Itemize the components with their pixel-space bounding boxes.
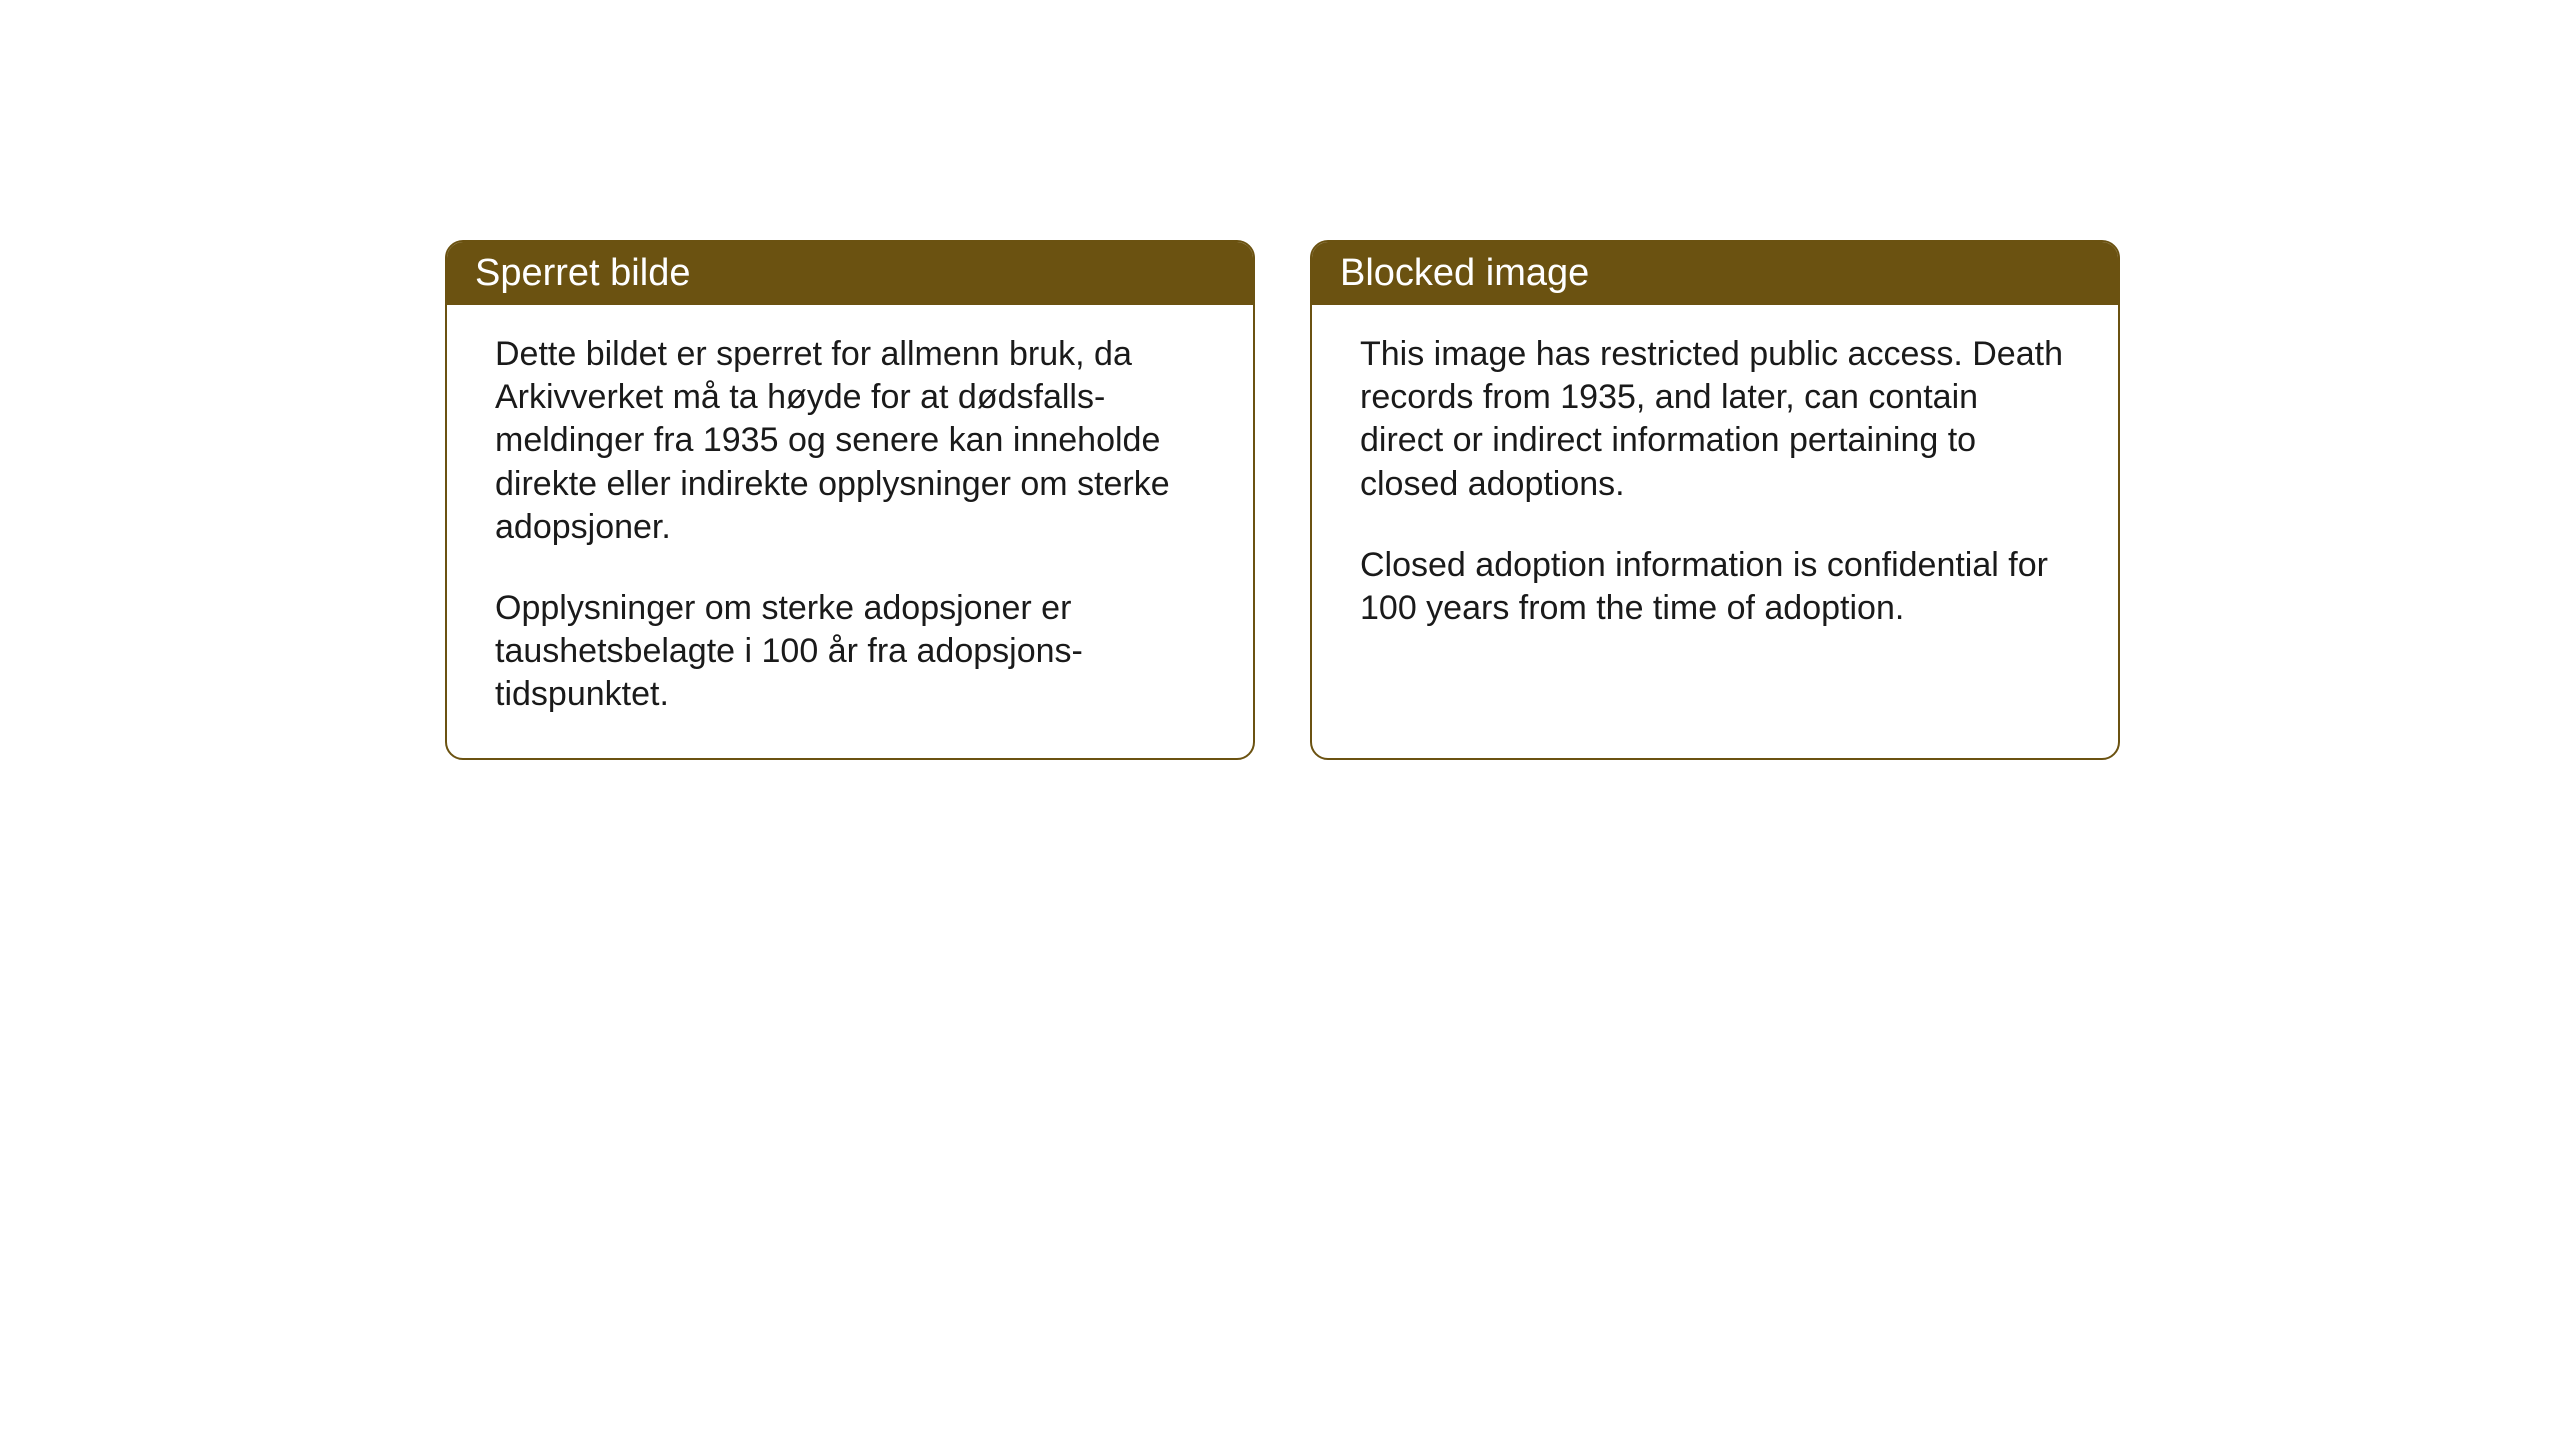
- notice-paragraph-1-norwegian: Dette bildet er sperret for allmenn bruk…: [495, 333, 1205, 549]
- card-title-norwegian: Sperret bilde: [475, 252, 690, 294]
- notice-container: Sperret bilde Dette bildet er sperret fo…: [445, 240, 2120, 760]
- notice-paragraph-2-norwegian: Opplysninger om sterke adopsjoner er tau…: [495, 587, 1205, 717]
- notice-card-norwegian: Sperret bilde Dette bildet er sperret fo…: [445, 240, 1255, 760]
- notice-paragraph-1-english: This image has restricted public access.…: [1360, 333, 2070, 506]
- notice-paragraph-2-english: Closed adoption information is confident…: [1360, 544, 2070, 630]
- card-body-english: This image has restricted public access.…: [1312, 305, 2118, 705]
- card-title-english: Blocked image: [1340, 252, 1589, 294]
- notice-card-english: Blocked image This image has restricted …: [1310, 240, 2120, 760]
- card-header-norwegian: Sperret bilde: [447, 242, 1253, 305]
- card-header-english: Blocked image: [1312, 242, 2118, 305]
- card-body-norwegian: Dette bildet er sperret for allmenn bruk…: [447, 305, 1253, 758]
